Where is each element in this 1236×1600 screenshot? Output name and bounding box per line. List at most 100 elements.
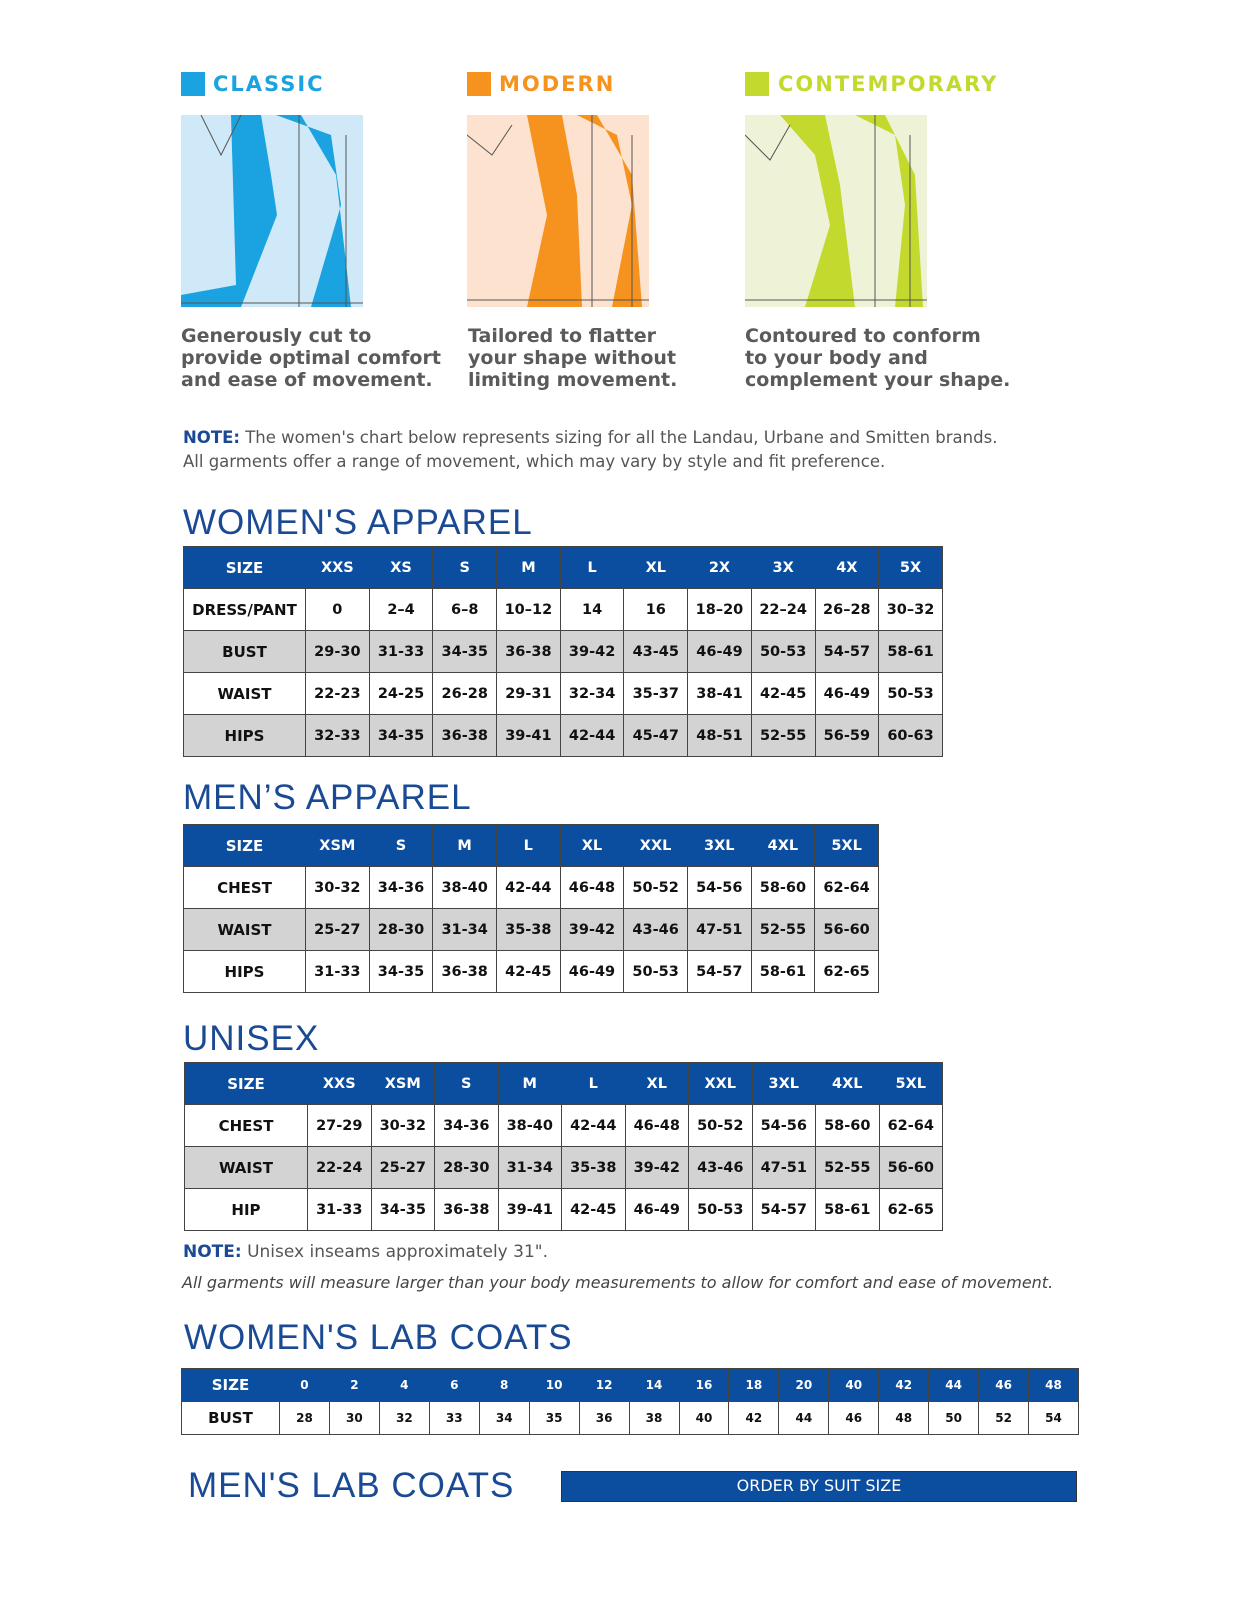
note-label: NOTE:: [183, 1242, 242, 1262]
size-table: SIZE XSM S M L XL XXL 3XL 4XL 5XL CHEST 30-32 34-36 3…: [183, 824, 879, 993]
table-cell: 45-47: [623, 714, 689, 757]
table-cell: CHEST: [184, 1104, 308, 1147]
table-cell: 48: [1028, 1368, 1079, 1402]
fit-name: MODERN: [499, 72, 616, 96]
fit-description: Generously cut to provide optimal comfort…: [181, 325, 441, 391]
table-cell: 47-51: [751, 1146, 816, 1189]
contemporary-illustration: [745, 115, 927, 307]
table-cell: 34-35: [432, 630, 498, 673]
table-cell: 40: [828, 1368, 880, 1402]
table-cell: 48: [878, 1401, 930, 1435]
line: limiting movement.: [468, 369, 678, 391]
table-row: SIZE XSM S M L XL XXL 3XL 4XL 5XL: [183, 824, 879, 867]
table-cell: 44: [778, 1401, 830, 1435]
table-cell: 50-52: [623, 866, 688, 909]
line: to your body and: [745, 347, 928, 369]
table-cell: 29-30: [305, 630, 370, 673]
table-cell: 58-61: [878, 630, 943, 673]
table-cell: 46-48: [624, 1104, 689, 1147]
table-cell: 42-45: [561, 1188, 626, 1231]
table-cell: S: [434, 1062, 499, 1105]
table-cell: BUST: [183, 630, 306, 673]
table-cell: SIZE: [183, 824, 306, 867]
table-cell: 46-48: [559, 866, 625, 909]
table-cell: 39-41: [497, 1188, 562, 1231]
table-cell: 34-35: [368, 950, 434, 993]
table-cell: 22-23: [305, 672, 370, 715]
table-cell: 54-57: [814, 630, 880, 673]
table-cell: HIP: [184, 1188, 308, 1231]
table-cell: XSM: [370, 1062, 435, 1105]
table-cell: 58-61: [750, 950, 816, 993]
table-cell: 54-56: [751, 1104, 816, 1147]
table-cell: HIPS: [183, 714, 306, 757]
table-cell: 34-35: [368, 714, 434, 757]
table-cell: 24-25: [368, 672, 434, 715]
table-cell: 28-30: [368, 908, 434, 951]
table-cell: 38-40: [497, 1104, 562, 1147]
table-cell: XSM: [305, 824, 370, 867]
note-text: Unisex inseams approximately 31".: [247, 1242, 548, 1262]
table-row: SIZE XXS XSM S M L XL XXL 3XL 4XL 5XL: [184, 1062, 943, 1105]
section-title: MEN’S APPAREL: [183, 778, 472, 817]
table-row: SIZE 0 2 4 6 8 10 12 14 16 18 20 40 42 44 46 48: [181, 1368, 1079, 1402]
table-cell: 3X: [750, 546, 816, 589]
table-cell: 52-55: [815, 1146, 880, 1189]
table-cell: 39-42: [624, 1146, 689, 1189]
table-cell: 50-53: [878, 672, 943, 715]
table-cell: 39-41: [496, 714, 561, 757]
table-cell: 10: [528, 1368, 580, 1402]
note-text: The women's chart below represents sizin…: [183, 428, 998, 471]
table-cell: 8: [478, 1368, 530, 1402]
table-cell: 44: [928, 1368, 980, 1402]
table-cell: S: [368, 824, 434, 867]
table-cell: 46: [828, 1401, 880, 1435]
table-cell: 39-42: [559, 908, 625, 951]
table-cell: M: [496, 546, 561, 589]
table-cell: 31-33: [305, 950, 370, 993]
table-cell: 62-64: [878, 1104, 943, 1147]
table-cell: M: [432, 824, 497, 867]
table-cell: 42-45: [750, 672, 816, 715]
size-table: SIZE 0 2 4 6 8 10 12 14 16 18 20 40 42 44 46 48 BUST 28 30 3…: [181, 1368, 1079, 1435]
table-cell: 48-51: [687, 714, 752, 757]
table-cell: 46: [978, 1368, 1030, 1402]
table-cell: 54-57: [686, 950, 752, 993]
contemporary-swatch: [745, 72, 769, 96]
table-cell: 2: [328, 1368, 380, 1402]
table-cell: BUST: [181, 1401, 280, 1435]
table-cell: 39-42: [559, 630, 625, 673]
table-cell: HIPS: [183, 950, 306, 993]
table-cell: 16: [623, 588, 689, 631]
table-cell: 30–32: [878, 588, 943, 631]
note: NOTE: The women's chart below represents…: [183, 426, 1023, 474]
table-cell: 35-37: [623, 672, 689, 715]
table-cell: 4XL: [815, 1062, 880, 1105]
table-row: SIZE XXS XS S M L XL 2X 3X 4X 5X: [183, 546, 943, 589]
table-cell: 5XL: [878, 1062, 943, 1105]
table-cell: 18: [728, 1368, 780, 1402]
size-table: SIZE XXS XSM S M L XL XXL 3XL 4XL 5XL CHEST 27-29 30-…: [184, 1062, 943, 1231]
table-cell: 36-38: [432, 950, 497, 993]
size-table: SIZE XXS XS S M L XL 2X 3X 4X 5X DRESS/PANT 0 2–4 6–8 1…: [183, 546, 943, 757]
table-cell: 4: [378, 1368, 430, 1402]
table-cell: 12: [578, 1368, 630, 1402]
table-cell: 36: [578, 1401, 630, 1435]
table-cell: XXS: [305, 546, 370, 589]
table-cell: 50-53: [750, 630, 816, 673]
table-cell: 62-64: [814, 866, 879, 909]
table-cell: 58-61: [815, 1188, 880, 1231]
table-cell: XXL: [623, 824, 688, 867]
table-cell: 38: [628, 1401, 680, 1435]
table-cell: 33: [428, 1401, 480, 1435]
table-cell: L: [559, 546, 625, 589]
table-row: HIPS 31-33 34-35 36-38 42-45 46-49 50-53 54-57 5…: [183, 950, 879, 993]
table-cell: 10–12: [496, 588, 561, 631]
table-cell: 42: [728, 1401, 780, 1435]
fit-description: Tailored to flatter your shape without lim…: [468, 325, 677, 391]
table-cell: 31-33: [307, 1188, 372, 1231]
table-cell: 46-49: [814, 672, 880, 715]
table-cell: 22–24: [750, 588, 816, 631]
table-cell: 62-65: [878, 1188, 943, 1231]
table-row: WAIST 22-24 25-27 28-30 31-34 35-38 39-42 43-46…: [184, 1146, 943, 1189]
